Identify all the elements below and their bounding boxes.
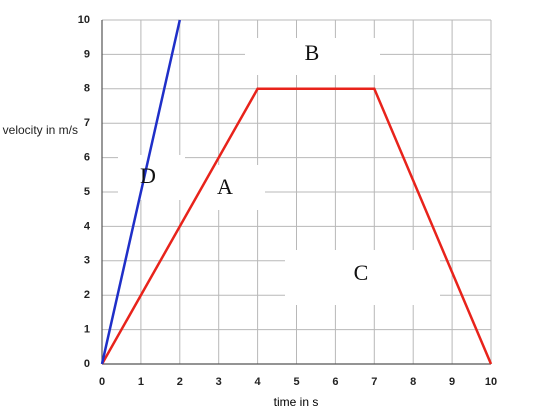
y-tick-label: 0 — [84, 358, 90, 370]
x-tick-label: 5 — [293, 376, 299, 388]
annotation-box — [185, 165, 265, 210]
x-tick-label: 10 — [485, 376, 497, 388]
y-axis-label: velocity in m/s — [2, 123, 78, 137]
y-tick-label: 6 — [84, 152, 90, 164]
x-tick-label: 2 — [177, 376, 183, 388]
annotation-box — [285, 250, 440, 305]
y-tick-label: 10 — [78, 14, 90, 26]
x-tick-label: 3 — [216, 376, 222, 388]
x-tick-label: 8 — [410, 376, 416, 388]
y-tick-label: 7 — [84, 117, 90, 129]
line — [100, 19, 182, 365]
y-tick-label: 2 — [84, 289, 90, 301]
y-tick-label: 4 — [84, 220, 91, 232]
x-tick-label: 0 — [99, 376, 105, 388]
y-tick-label: 5 — [84, 186, 90, 198]
x-tick-label: 7 — [371, 376, 377, 388]
x-tick-label: 1 — [138, 376, 144, 388]
x-tick-label: 6 — [332, 376, 338, 388]
y-tick-label: 1 — [84, 324, 90, 336]
x-tick-label: 9 — [449, 376, 455, 388]
annotation: A — [217, 174, 233, 199]
annotation: C — [354, 260, 369, 285]
line — [100, 87, 493, 365]
y-tick-label: 3 — [84, 255, 90, 267]
annotation: B — [305, 40, 320, 65]
annotation-box — [245, 38, 380, 75]
y-tick-label: 8 — [84, 83, 90, 95]
y-tick-label: 9 — [84, 48, 90, 60]
annotation: D — [140, 163, 156, 188]
x-axis-label: time in s — [274, 395, 319, 409]
x-tick-label: 4 — [255, 376, 262, 388]
annotation-box — [118, 155, 185, 200]
